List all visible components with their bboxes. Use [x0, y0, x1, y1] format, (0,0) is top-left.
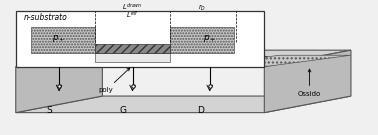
Polygon shape: [193, 55, 351, 67]
Bar: [31, 27, 95, 53]
Bar: [16, 11, 264, 67]
Text: $p_+$: $p_+$: [203, 33, 217, 43]
Polygon shape: [16, 50, 351, 67]
Text: G: G: [119, 106, 127, 115]
Bar: [95, 53, 170, 62]
Text: S: S: [47, 106, 53, 115]
Bar: [95, 44, 170, 53]
Polygon shape: [264, 50, 351, 113]
Text: $r_D$: $r_D$: [198, 3, 206, 13]
Polygon shape: [133, 57, 268, 67]
Text: $p_+$: $p_+$: [52, 33, 66, 43]
Text: Ossido: Ossido: [298, 69, 321, 97]
Text: $L^{eff}$: $L^{eff}$: [126, 10, 139, 21]
Text: $L^{drawn}$: $L^{drawn}$: [122, 2, 143, 13]
Bar: [170, 27, 234, 53]
Text: n-substrato: n-substrato: [23, 13, 67, 22]
Polygon shape: [16, 50, 102, 113]
Text: D: D: [197, 106, 204, 115]
Polygon shape: [46, 57, 208, 67]
Text: poly: poly: [99, 68, 130, 93]
Polygon shape: [16, 96, 351, 113]
